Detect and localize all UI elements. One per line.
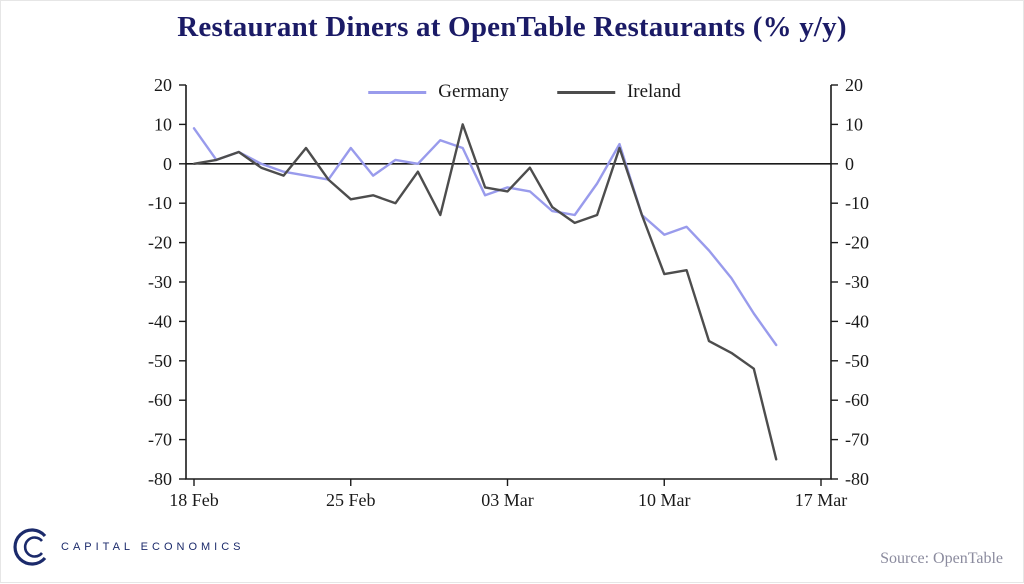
y-tick-label-left: -30 bbox=[148, 272, 172, 292]
y-tick-label-left: -70 bbox=[148, 430, 172, 450]
y-tick-label-right: -10 bbox=[845, 193, 869, 213]
y-tick-label-left: -10 bbox=[148, 193, 172, 213]
germany-line bbox=[192, 127, 778, 347]
y-tick-label-left: 0 bbox=[163, 154, 172, 174]
y-tick-label-right: -20 bbox=[845, 233, 869, 253]
y-tick-label-left: -80 bbox=[148, 469, 172, 489]
y-tick-label-right: -80 bbox=[845, 469, 869, 489]
chart-title: Restaurant Diners at OpenTable Restauran… bbox=[177, 11, 847, 43]
y-tick-label-right: 20 bbox=[845, 75, 863, 95]
y-tick-label-left: -60 bbox=[148, 390, 172, 410]
capital-economics-logo-text: CAPITAL ECONOMICS bbox=[61, 541, 245, 553]
x-tick-label: 03 Mar bbox=[481, 490, 534, 510]
y-tick-label-left: -20 bbox=[148, 233, 172, 253]
capital-economics-logo: CAPITAL ECONOMICS bbox=[11, 526, 245, 568]
y-tick-label-right: -50 bbox=[845, 351, 869, 371]
capital-economics-logo-icon bbox=[13, 528, 47, 566]
x-tick-label: 10 Mar bbox=[638, 490, 691, 510]
y-tick-label-right: -40 bbox=[845, 311, 869, 331]
x-tick-label: 25 Feb bbox=[326, 490, 376, 510]
y-tick-label-left: -40 bbox=[148, 311, 172, 331]
x-tick-label: 18 Feb bbox=[169, 490, 219, 510]
y-tick-label-left: 10 bbox=[154, 114, 172, 134]
source-attribution: Source: OpenTable bbox=[880, 550, 1003, 567]
y-tick-label-right: -70 bbox=[845, 430, 869, 450]
y-tick-label-right: 10 bbox=[845, 114, 863, 134]
y-tick-label-right: -60 bbox=[845, 390, 869, 410]
y-tick-label-right: 0 bbox=[845, 154, 854, 174]
y-tick-label-left: 20 bbox=[154, 75, 172, 95]
x-tick-label: 17 Mar bbox=[795, 490, 848, 510]
y-tick-label-left: -50 bbox=[148, 351, 172, 371]
y-tick-label-right: -30 bbox=[845, 272, 869, 292]
ireland-line bbox=[192, 123, 778, 461]
